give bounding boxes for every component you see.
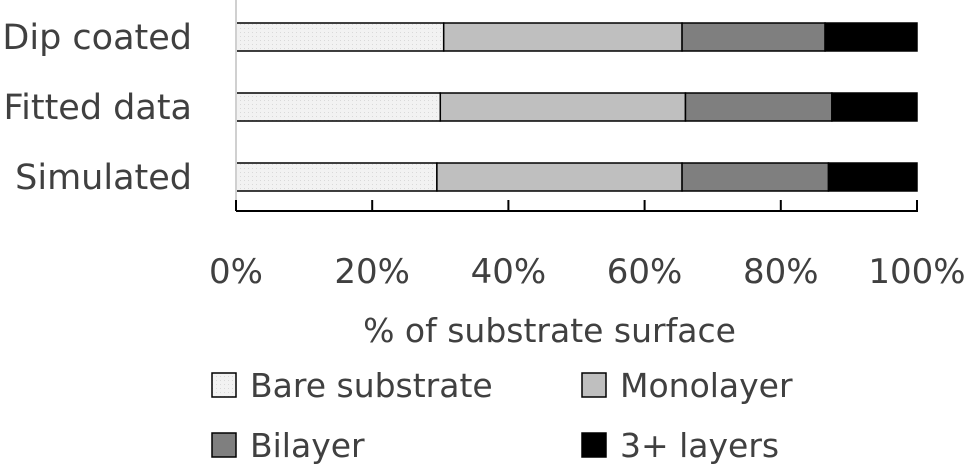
- bar-segment-monolayer-2: [436, 162, 683, 192]
- bar-segment-bare-substrate-1: [235, 92, 442, 122]
- bar-group: [235, 22, 918, 192]
- bar-segment-3-layers-2: [827, 162, 918, 192]
- category-label: Dip coated: [2, 18, 192, 58]
- legend-swatch: [211, 372, 237, 398]
- bar-segment-bilayer-2: [681, 162, 830, 192]
- legend-swatch: [211, 432, 237, 458]
- bar-segment-monolayer-1: [439, 92, 687, 122]
- legend-label: Bilayer: [250, 426, 365, 465]
- x-tick-label: 20%: [334, 252, 410, 292]
- x-tick-label: 40%: [471, 252, 547, 292]
- bar-segment-bare-substrate-2: [235, 162, 438, 192]
- legend-label: Bare substrate: [250, 366, 493, 405]
- legend-swatch: [581, 372, 607, 398]
- legend-label: Monolayer: [620, 366, 793, 405]
- category-label: Simulated: [15, 158, 192, 198]
- bar-segment-bilayer-1: [684, 92, 833, 122]
- x-tick-label: 60%: [607, 252, 683, 292]
- legend: Bare substrate Monolayer Bilayer 3+ layers: [211, 366, 793, 465]
- x-axis-title: % of substrate surface: [363, 311, 736, 350]
- x-tick-label: 80%: [743, 252, 819, 292]
- legend-label: 3+ layers: [620, 426, 779, 465]
- x-tick-label: 0%: [209, 252, 263, 292]
- legend-swatch: [581, 432, 607, 458]
- x-tick-label: 100%: [868, 252, 965, 292]
- bar-segment-monolayer-0: [442, 22, 683, 52]
- x-tick-labels: 0% 20% 40% 60% 80% 100%: [209, 252, 966, 292]
- category-label: Fitted data: [4, 88, 192, 128]
- bar-segment-3-layers-1: [831, 92, 918, 122]
- bar-segment-bilayer-0: [681, 22, 826, 52]
- category-labels: Dip coated Fitted data Simulated: [2, 18, 192, 198]
- bar-segment-bare-substrate-0: [235, 22, 445, 52]
- bar-segment-3-layers-0: [824, 22, 918, 52]
- x-axis: [235, 0, 918, 212]
